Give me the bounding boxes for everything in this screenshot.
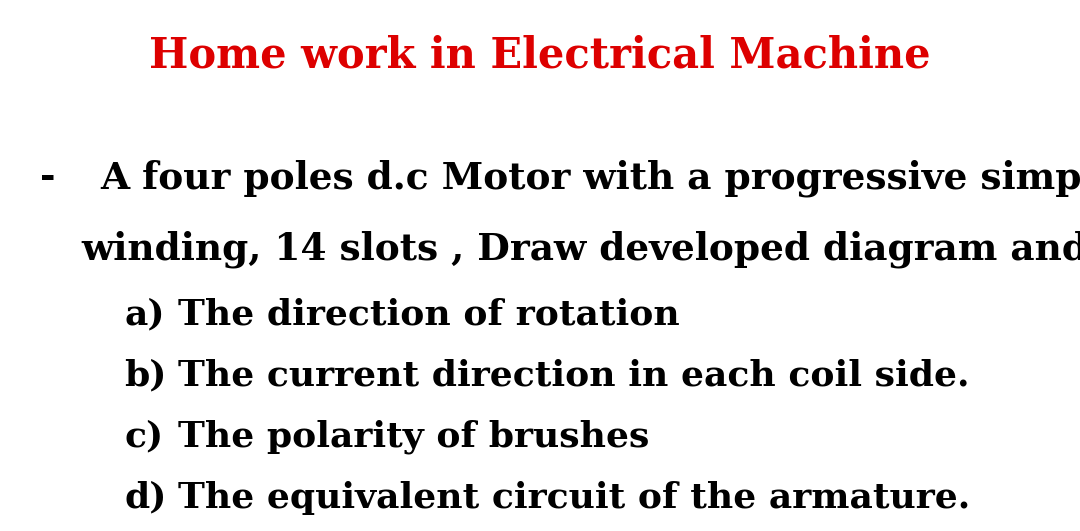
Text: a): a) — [124, 297, 165, 331]
Text: d): d) — [124, 481, 166, 515]
Text: A four poles d.c Motor with a progressive simplex wave: A four poles d.c Motor with a progressiv… — [100, 159, 1080, 197]
Text: The direction of rotation: The direction of rotation — [178, 297, 680, 331]
Text: Home work in Electrical Machine: Home work in Electrical Machine — [149, 35, 931, 76]
Text: -: - — [40, 159, 55, 196]
Text: The equivalent circuit of the armature.: The equivalent circuit of the armature. — [178, 481, 971, 515]
Text: The polarity of brushes: The polarity of brushes — [178, 419, 649, 454]
Text: b): b) — [124, 358, 166, 392]
Text: winding, 14 slots , Draw developed diagram and note the :: winding, 14 slots , Draw developed diagr… — [81, 231, 1080, 269]
Text: c): c) — [124, 419, 163, 453]
Text: The current direction in each coil side.: The current direction in each coil side. — [178, 358, 970, 392]
